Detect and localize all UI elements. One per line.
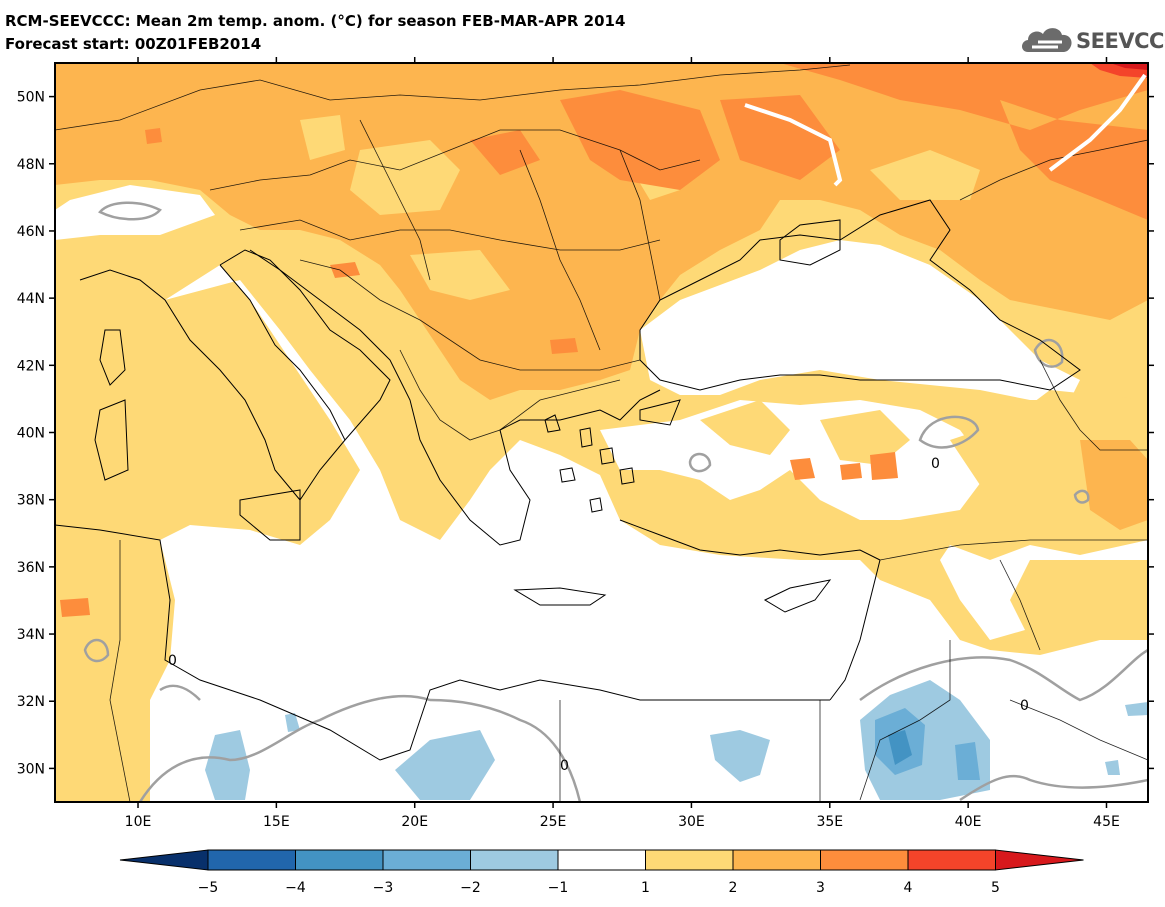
colorbar-label: 5 <box>991 880 1000 896</box>
colorbar-label: −2 <box>460 880 481 896</box>
anomaly-region-2-3-east <box>1080 440 1148 530</box>
white-alps <box>55 185 215 240</box>
crimea <box>779 219 841 266</box>
latitude-label: 30N <box>17 761 45 777</box>
rivers <box>744 73 1147 187</box>
anomaly-region-1-2-balkan <box>410 250 510 300</box>
colorbar-label: 3 <box>816 880 825 896</box>
contour-label: 0 <box>560 758 569 774</box>
latitude-label: 42N <box>17 358 45 374</box>
sicily <box>239 489 301 541</box>
colorbar-segment <box>907 849 996 871</box>
anomaly-region-above-5 <box>1110 63 1148 70</box>
colorbar-label: −1 <box>548 880 569 896</box>
longitude-label: 10E <box>125 814 152 830</box>
contour-label: 0 <box>168 653 177 669</box>
colorbar-label: −4 <box>285 880 306 896</box>
corsica <box>99 329 126 386</box>
anomaly-field: 0 0 0 0 <box>55 63 1148 802</box>
latitude-label: 38N <box>17 493 45 509</box>
latitude-label: 40N <box>17 426 45 442</box>
anomaly-region-neg-1-2-c <box>710 730 770 782</box>
longitude-label: 30E <box>678 814 705 830</box>
coastlines <box>55 199 1081 761</box>
longitude-label: 35E <box>816 814 843 830</box>
north-africa-coast <box>55 524 830 761</box>
white-mediterranean <box>150 265 1148 802</box>
latitude-label: 46N <box>17 224 45 240</box>
colorbar-arrow-high <box>995 849 1084 871</box>
cloud-icon <box>1022 28 1072 52</box>
anomaly-region-3-4 <box>400 63 1148 220</box>
colorbar-label: −5 <box>198 880 219 896</box>
anomaly-region-1-2-anatolia <box>700 390 1148 510</box>
levant-coast <box>829 559 881 701</box>
anomaly-region-neg-1-2-b <box>395 730 495 800</box>
colorbar-segment <box>295 849 384 871</box>
anomaly-region-neg-2-3 <box>875 708 980 780</box>
longitude-label: 25E <box>540 814 567 830</box>
colorbar-arrow-low <box>119 849 209 871</box>
anomaly-region-neg-1-2-a <box>205 730 250 800</box>
cyprus <box>763 579 832 613</box>
latitude-label: 48N <box>17 157 45 173</box>
logo-text: SEEVCCC <box>1076 29 1165 53</box>
colorbar-segment <box>470 849 559 871</box>
turkey-south-coast <box>619 519 881 561</box>
latitude-axis: 50N 48N 46N 44N 42N 40N 38N 36N 34N 32N 30N <box>17 90 1154 777</box>
colorbar-label: −3 <box>373 880 394 896</box>
colorbar: −5 −4 −3 −2 −1 1 2 3 4 5 <box>119 849 1084 896</box>
zero-contours <box>83 201 1148 802</box>
italy-coast <box>79 264 346 501</box>
italy-adriatic <box>219 249 391 441</box>
longitude-label: 45E <box>1093 814 1120 830</box>
balkan-coast <box>249 249 661 546</box>
forecast-start-subtitle: Forecast start: 00Z01FEB2014 <box>5 35 262 53</box>
anomaly-region-neg-3-4 <box>888 730 912 765</box>
colorbar-segment <box>645 849 734 871</box>
aegean-islands <box>544 399 681 513</box>
map-title: RCM-SEEVCCC: Mean 2m temp. anom. (°C) fo… <box>5 12 626 30</box>
longitude-label: 40E <box>955 814 982 830</box>
anomaly-region-1-2-north <box>350 140 460 215</box>
white-black-sea <box>640 240 1080 400</box>
colorbar-segment <box>557 849 646 871</box>
seevccc-logo: SEEVCCC <box>1018 22 1165 56</box>
colorbar-label: 2 <box>729 880 738 896</box>
colorbar-segment <box>382 849 471 871</box>
latitude-label: 44N <box>17 291 45 307</box>
colorbar-label: 1 <box>641 880 650 896</box>
colorbar-label: 4 <box>904 880 913 896</box>
latitude-label: 50N <box>17 90 45 106</box>
latitude-label: 34N <box>17 627 45 643</box>
colorbar-segment <box>732 849 821 871</box>
crete <box>513 587 607 606</box>
longitude-label: 15E <box>263 814 290 830</box>
colorbar-segment <box>207 849 296 871</box>
latitude-label: 32N <box>17 694 45 710</box>
country-borders <box>55 64 1148 802</box>
black-sea-coast <box>639 199 1081 391</box>
contour-label: 0 <box>931 456 940 472</box>
latitude-label: 36N <box>17 560 45 576</box>
sardinia <box>94 399 129 481</box>
longitude-axis: 10E 15E 20E 25E 30E 35E 40E 45E <box>125 57 1120 830</box>
longitude-label: 20E <box>401 814 428 830</box>
colorbar-segment <box>820 849 909 871</box>
